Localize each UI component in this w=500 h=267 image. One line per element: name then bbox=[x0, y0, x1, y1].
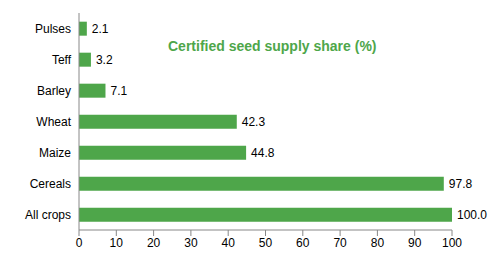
svg-text:100: 100 bbox=[442, 236, 462, 250]
svg-text:30: 30 bbox=[184, 236, 198, 250]
html-text:Certified seed supply share (%: Certified seed supply share (%) bbox=[168, 38, 377, 54]
svg-text:Pulses: Pulses bbox=[35, 22, 71, 36]
svg-text:Cereals: Cereals bbox=[30, 177, 71, 191]
svg-text:100.0: 100.0 bbox=[457, 208, 487, 222]
svg-text:Maize: Maize bbox=[39, 146, 71, 160]
svg-text:60: 60 bbox=[296, 236, 310, 250]
svg-text:44.8: 44.8 bbox=[251, 146, 275, 160]
svg-text:20: 20 bbox=[147, 236, 161, 250]
svg-text:All crops: All crops bbox=[25, 208, 71, 222]
svg-text:Teff: Teff bbox=[52, 53, 72, 67]
svg-text:90: 90 bbox=[408, 236, 422, 250]
svg-text:50: 50 bbox=[259, 236, 273, 250]
svg-text:3.2: 3.2 bbox=[96, 53, 113, 67]
svg-text:Barley: Barley bbox=[37, 84, 71, 98]
svg-text:7.1: 7.1 bbox=[110, 84, 127, 98]
svg-text:42.3: 42.3 bbox=[242, 115, 266, 129]
svg-text:80: 80 bbox=[371, 236, 385, 250]
svg-text:2.1: 2.1 bbox=[92, 22, 109, 36]
svg-text:70: 70 bbox=[333, 236, 347, 250]
svg-text:Wheat: Wheat bbox=[36, 115, 71, 129]
svg-text:10: 10 bbox=[110, 236, 124, 250]
svg-text:40: 40 bbox=[222, 236, 236, 250]
svg-text:0: 0 bbox=[76, 236, 83, 250]
svg-text:97.8: 97.8 bbox=[449, 177, 473, 191]
